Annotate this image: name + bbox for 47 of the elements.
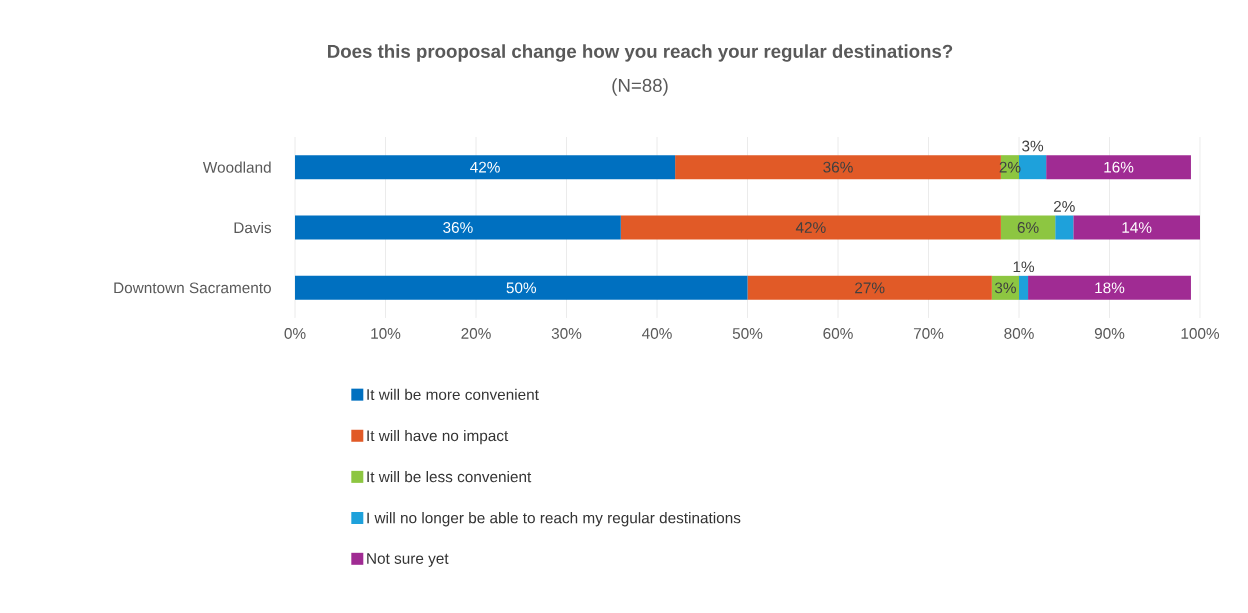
legend-label: It will have no impact: [367, 429, 509, 445]
text: 1%: [1013, 261, 1035, 273]
text: 27%: [855, 282, 885, 294]
legend-label: I will no longer be able to reach my regular destinations: [367, 512, 741, 527]
x-tick-label: 60%: [823, 328, 853, 339]
bar: [1019, 275, 1029, 300]
x-tick-label: 80%: [1004, 328, 1034, 339]
bar: [295, 155, 676, 180]
text: 2%: [1053, 200, 1075, 212]
bar: [1055, 215, 1074, 240]
text: 50%: [506, 282, 537, 294]
x-tick-label: 100%: [1181, 328, 1220, 339]
bar: [747, 275, 992, 300]
text: 36%: [443, 222, 473, 233]
bar: [1019, 155, 1047, 180]
text: 3%: [994, 282, 1016, 294]
x-tick-label: 10%: [371, 328, 401, 339]
legend-label: It will be more convenient: [367, 388, 539, 401]
bar: [675, 155, 1001, 180]
x-tick-label: 40%: [642, 328, 672, 339]
text: 6%: [1017, 222, 1039, 233]
x-tick-label: 50%: [732, 328, 763, 339]
x-tick-label: 0%: [284, 328, 306, 339]
text: 14%: [1122, 222, 1152, 233]
legend-label: Not sure yet: [367, 553, 449, 567]
bar: [295, 215, 621, 240]
x-tick-label: 70%: [913, 328, 944, 339]
bar: [295, 275, 748, 300]
x-tick-label: 30%: [551, 328, 582, 339]
legend-label: It will be less convenient: [367, 470, 532, 483]
bar: [1073, 215, 1200, 240]
y-tick-label: Downtown Sacramento: [114, 282, 271, 294]
text: 36%: [823, 161, 853, 173]
x-tick-label: 20%: [461, 328, 491, 339]
y-tick-label: Davis: [234, 221, 272, 234]
chart-title: Does this prooposal change how you reach your regular destinations?: [328, 44, 953, 62]
text: 3%: [1022, 140, 1044, 152]
bar: [1028, 275, 1191, 300]
bar: [1046, 155, 1191, 180]
chart-subtitle: (N=88): [612, 78, 668, 96]
text: 18%: [1095, 282, 1125, 294]
x-tick-label: 90%: [1094, 328, 1125, 339]
y-tick-label: Woodland: [202, 161, 271, 173]
text: 42%: [470, 161, 500, 173]
bar: [620, 215, 1001, 240]
text: 42%: [795, 222, 826, 233]
text: 16%: [1104, 161, 1134, 173]
